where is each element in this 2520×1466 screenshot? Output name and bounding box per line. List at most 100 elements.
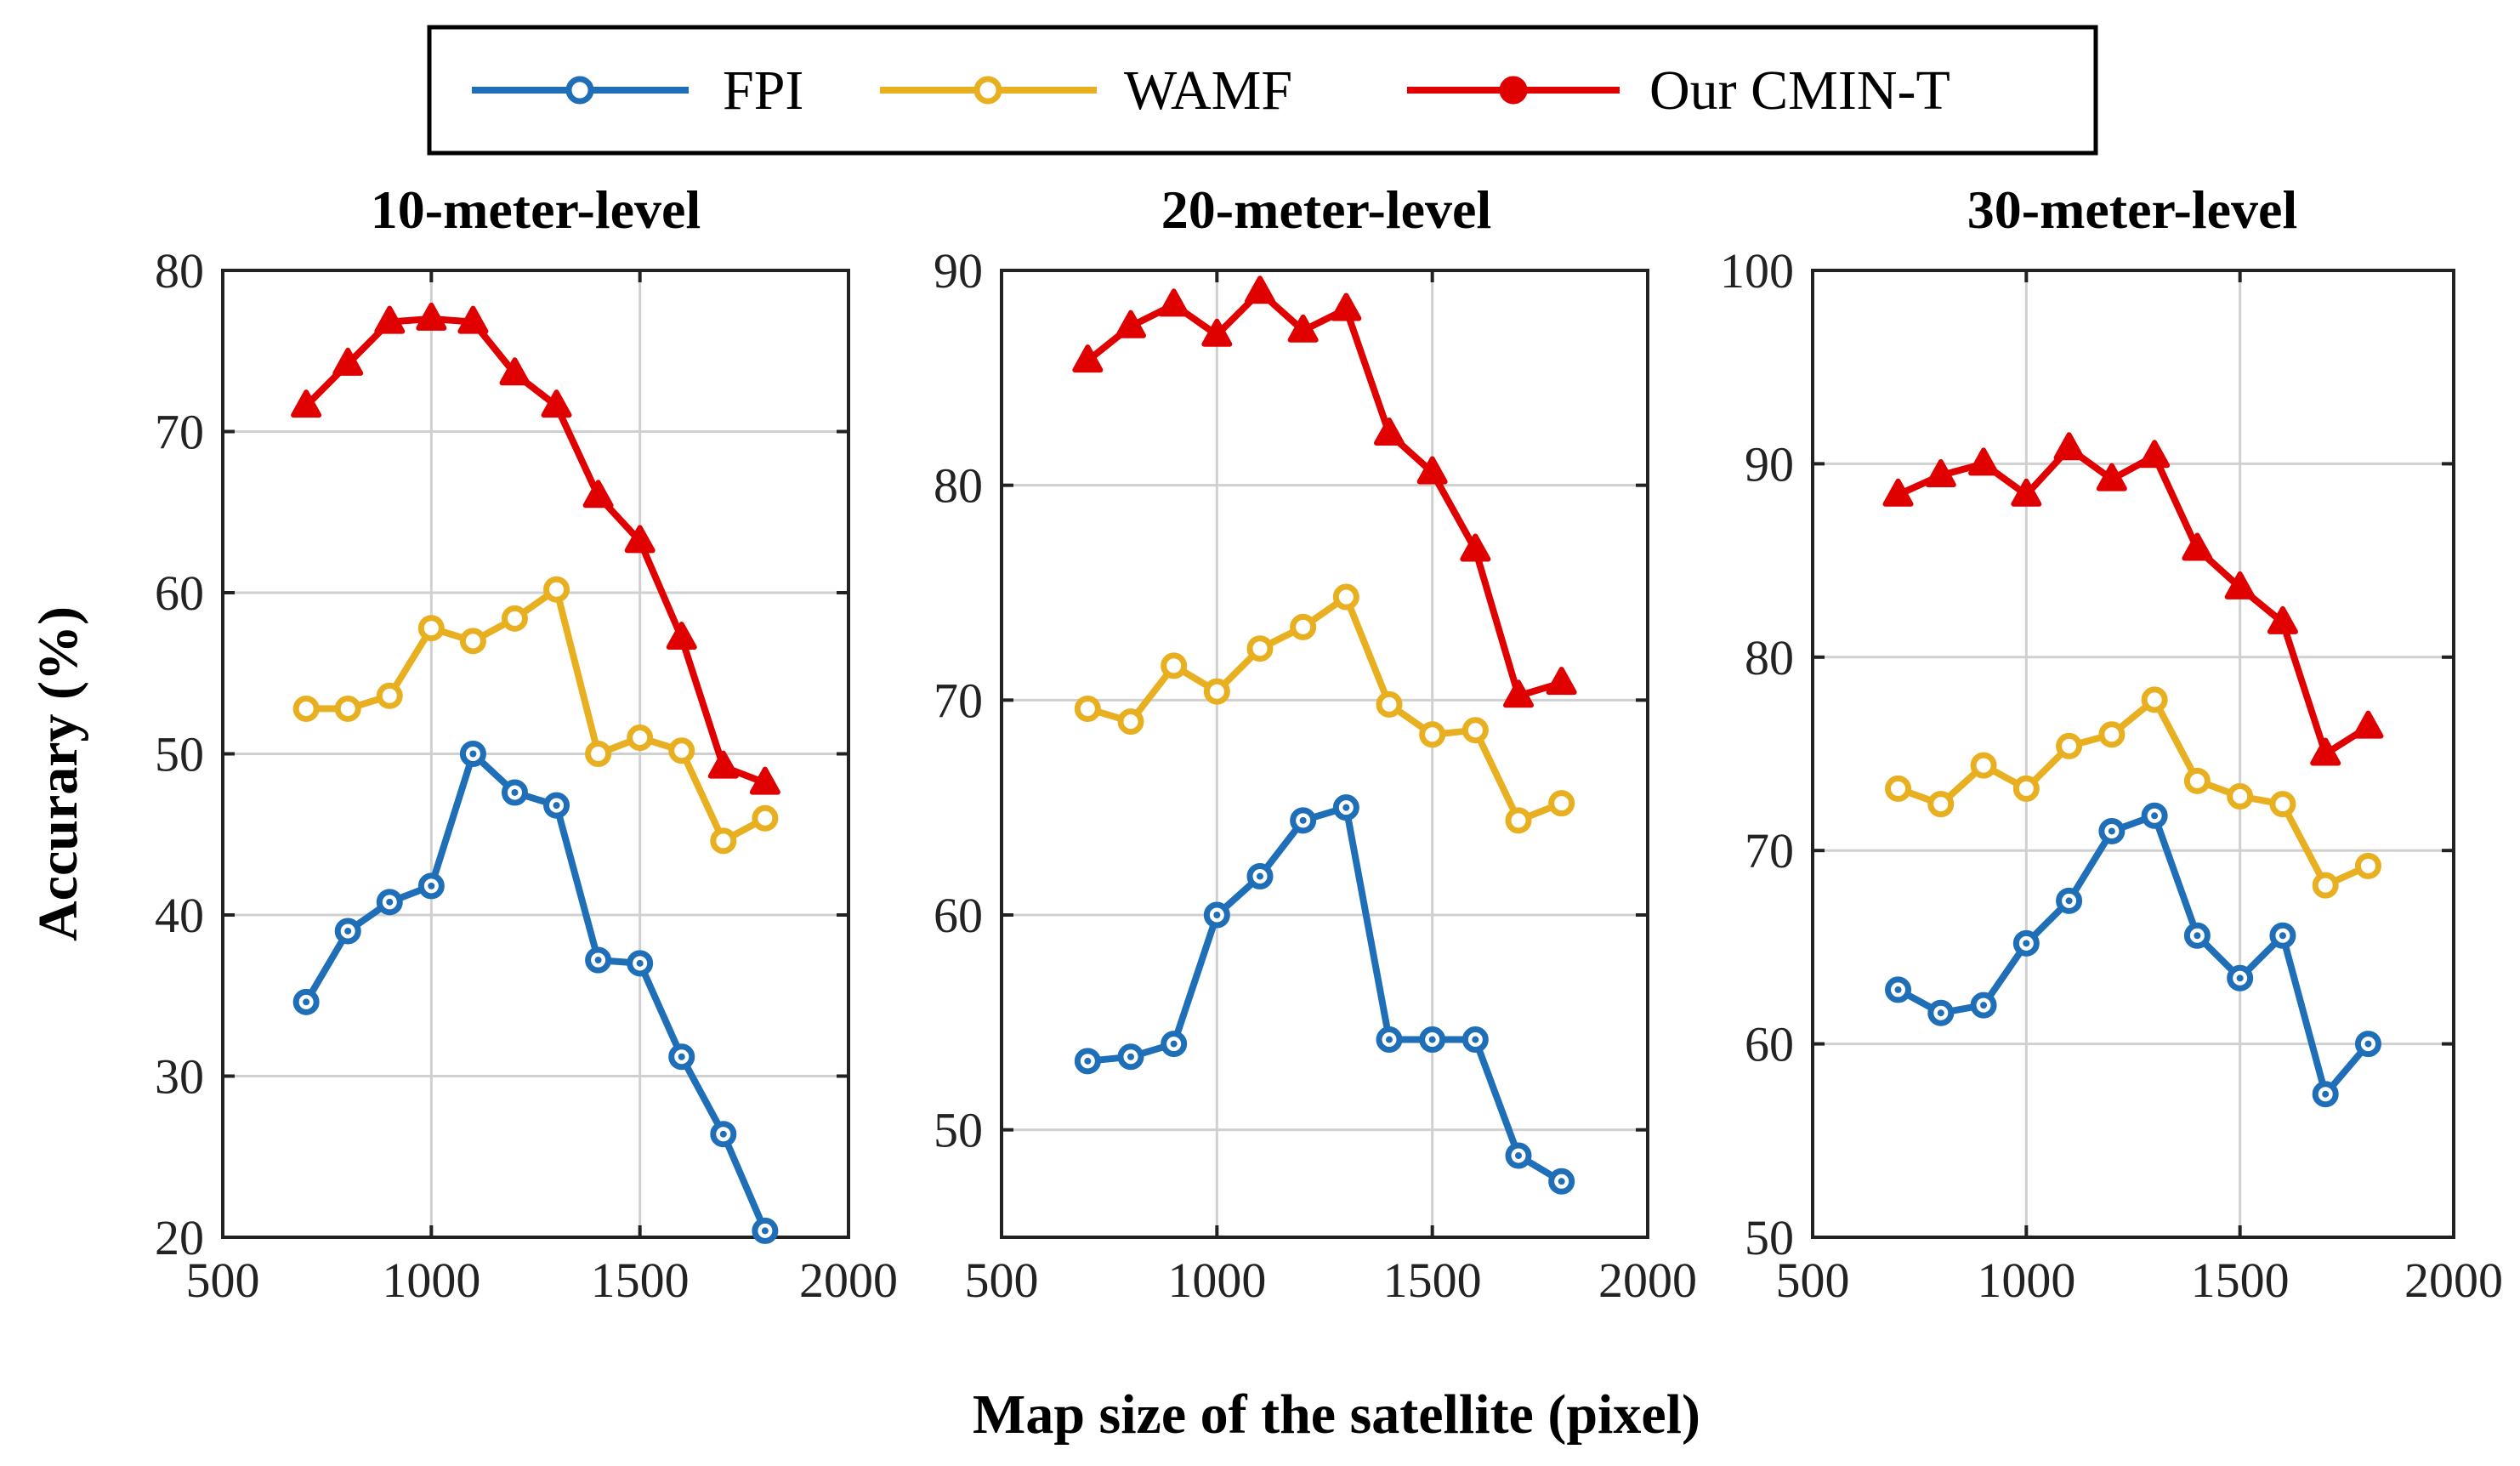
y-axis-label: Accurary (%) — [27, 606, 89, 941]
y-tick-label: 70 — [934, 673, 983, 728]
data-point-wamf — [1117, 708, 1144, 736]
data-point-wamf — [543, 576, 570, 603]
panel-title: 30-meter-level — [1967, 179, 2297, 240]
data-point-our-cmin-t — [1503, 679, 1534, 708]
x-tick-label: 2000 — [1598, 1253, 1697, 1308]
data-point-wamf — [1332, 583, 1359, 611]
x-tick-label: 500 — [965, 1253, 1039, 1308]
data-point-our-cmin-t — [541, 389, 572, 418]
data-point-wamf — [1419, 721, 1446, 748]
y-tick-label: 50 — [934, 1103, 983, 1158]
y-tick-label: 40 — [155, 888, 204, 943]
data-point-our-cmin-t — [2224, 571, 2256, 599]
data-point-fpi-center — [553, 802, 560, 810]
data-point-our-cmin-t — [291, 389, 322, 418]
x-tick-label: 1000 — [382, 1253, 480, 1308]
data-point-fpi-center — [1257, 872, 1263, 880]
data-point-our-cmin-t — [707, 750, 739, 779]
data-point-wamf — [2056, 732, 2083, 759]
data-point-our-cmin-t — [1115, 310, 1146, 338]
data-point-our-cmin-t — [2182, 532, 2213, 561]
data-point-fpi-center — [386, 898, 394, 906]
legend-marker-fpi — [565, 76, 594, 105]
data-point-wamf — [1246, 635, 1274, 662]
data-point-wamf — [2269, 791, 2296, 818]
y-tick-label: 60 — [155, 565, 204, 621]
data-point-wamf — [710, 827, 737, 855]
chart-panels: 500 1000 1500 2000 20 30 40 50 60 70 80 10-meter-le… — [155, 179, 2503, 1308]
data-point-wamf — [2312, 872, 2339, 899]
data-point-our-cmin-t — [1374, 418, 1405, 446]
data-point-fpi-center — [1127, 1053, 1134, 1060]
data-point-our-cmin-t — [2267, 605, 2298, 634]
data-point-our-cmin-t — [1460, 533, 1491, 562]
y-tick-label: 30 — [155, 1049, 204, 1105]
data-point-wamf — [2354, 852, 2381, 879]
data-point-fpi-center — [303, 998, 310, 1006]
data-point-fpi-center — [1980, 1002, 1988, 1009]
data-point-fpi-center — [2322, 1090, 2330, 1098]
legend-entry-wamf: WAMF — [880, 60, 1292, 122]
data-point-fpi-center — [1084, 1057, 1092, 1065]
data-point-our-cmin-t — [457, 305, 489, 334]
x-axis-label: Map size of the satellite (pixel) — [973, 1384, 1700, 1446]
data-point-wamf — [1505, 807, 1532, 834]
data-point-our-cmin-t — [1882, 478, 1914, 507]
x-tick-label: 2000 — [799, 1253, 898, 1308]
data-point-our-cmin-t — [2011, 478, 2042, 507]
data-point-fpi-center — [1894, 986, 1902, 993]
data-point-wamf — [1161, 652, 1188, 679]
y-tick-label: 100 — [1720, 243, 1794, 298]
data-point-wamf — [1074, 695, 1101, 722]
data-point-wamf — [752, 804, 779, 832]
x-tick-label: 500 — [1776, 1253, 1850, 1308]
data-point-our-cmin-t — [1287, 314, 1319, 343]
data-point-our-cmin-t — [2053, 432, 2085, 461]
data-point-fpi-center — [1428, 1036, 1436, 1043]
y-tick-label: 60 — [934, 888, 983, 943]
data-point-fpi-center — [2236, 974, 2244, 982]
panel-1: 500 1000 1500 2000 20 30 40 50 60 70 80 10-meter-le… — [155, 179, 898, 1308]
data-point-our-cmin-t — [2096, 463, 2127, 492]
y-tick-label: 50 — [155, 727, 204, 782]
legend-entry-fpi: FPI — [472, 60, 803, 122]
data-point-wamf — [1970, 752, 1997, 779]
data-point-wamf — [668, 737, 695, 764]
data-point-wamf — [2012, 775, 2040, 802]
x-tick-label: 1000 — [1977, 1253, 2075, 1308]
legend-marker-cmin-t — [1499, 76, 1528, 105]
data-point-fpi-center — [1515, 1151, 1522, 1159]
x-tick-label: 2000 — [2404, 1253, 2503, 1308]
data-point-our-cmin-t — [2310, 737, 2341, 766]
y-tick-label: 50 — [1745, 1210, 1794, 1265]
data-point-wamf — [2098, 721, 2126, 748]
data-point-wamf — [585, 741, 612, 767]
data-point-our-cmin-t — [1201, 318, 1233, 347]
data-point-wamf — [417, 615, 445, 642]
data-point-our-cmin-t — [499, 357, 531, 386]
data-point-fpi-center — [344, 927, 352, 935]
y-tick-label: 80 — [155, 243, 204, 298]
data-point-fpi-center — [511, 788, 519, 796]
data-point-our-cmin-t — [1968, 447, 2000, 476]
x-tick-label: 1000 — [1167, 1253, 1266, 1308]
data-point-our-cmin-t — [1416, 456, 1448, 485]
data-point-fpi-center — [678, 1053, 685, 1060]
y-tick-label: 70 — [1745, 823, 1794, 878]
data-point-our-cmin-t — [749, 766, 780, 795]
y-tick-label: 80 — [1745, 630, 1794, 685]
data-point-fpi-center — [2151, 812, 2159, 820]
y-tick-label: 70 — [155, 405, 204, 460]
data-point-fpi-center — [1299, 816, 1307, 824]
x-tick-label: 1500 — [591, 1253, 690, 1308]
data-point-wamf — [459, 628, 486, 655]
panel-title: 20-meter-level — [1161, 179, 1491, 240]
y-tick-label: 80 — [934, 458, 983, 514]
data-point-wamf — [1203, 678, 1230, 705]
x-tick-label: 500 — [186, 1253, 260, 1308]
data-point-wamf — [1885, 775, 1912, 802]
x-tick-label: 1500 — [2191, 1253, 2290, 1308]
data-point-wamf — [1376, 690, 1403, 718]
data-point-wamf — [376, 682, 403, 709]
data-point-fpi-center — [2108, 827, 2115, 835]
